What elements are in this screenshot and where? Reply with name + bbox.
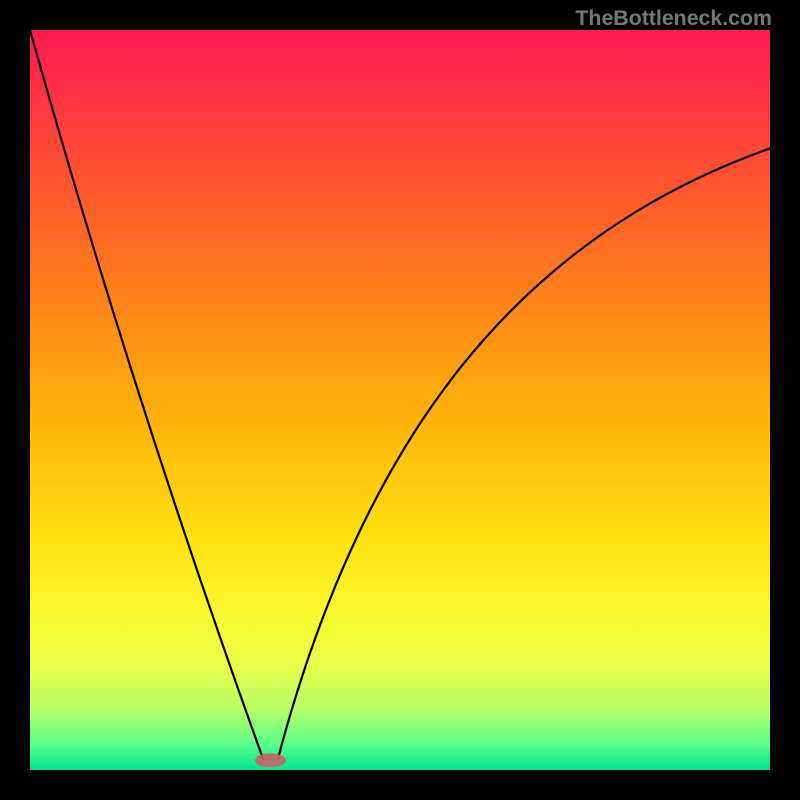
chart-svg bbox=[30, 30, 770, 770]
chart-plot-area bbox=[30, 30, 770, 770]
optimal-point-marker bbox=[255, 753, 286, 767]
chart-frame: TheBottleneck.com bbox=[0, 0, 800, 800]
watermark-text: TheBottleneck.com bbox=[575, 6, 772, 31]
